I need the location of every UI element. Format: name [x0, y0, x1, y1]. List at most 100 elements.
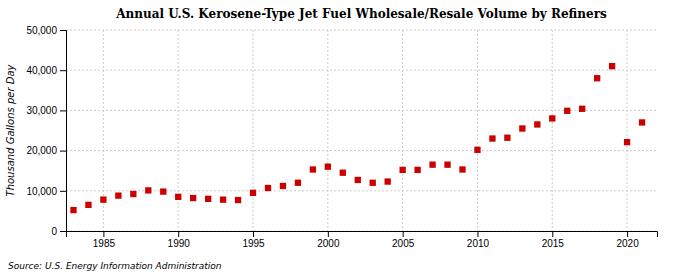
- tick-mark: [60, 231, 66, 232]
- tick-mark: [60, 70, 66, 71]
- point: [355, 177, 361, 183]
- y-axis: 0 10,000 20,000 30,000 40,000 50,000: [26, 25, 66, 237]
- annotation: Source: U.S. Energy Information Administ…: [8, 261, 222, 271]
- point: [190, 195, 196, 201]
- point: [429, 162, 435, 168]
- grid-line: [66, 150, 657, 151]
- grid-line: [327, 30, 328, 231]
- tick-label: 50,000: [26, 25, 57, 36]
- grid-line: [66, 190, 657, 191]
- tick-label: 20,000: [26, 145, 57, 156]
- tick: 30,000: [26, 105, 66, 116]
- point: [385, 178, 391, 184]
- point: [325, 164, 331, 170]
- tick: 1990: [168, 231, 191, 249]
- tick-label: 40,000: [26, 65, 57, 76]
- point: [160, 188, 166, 194]
- axis-line: [67, 232, 658, 238]
- point: [624, 139, 630, 145]
- point: [444, 162, 450, 168]
- points: [70, 63, 645, 213]
- point: [70, 207, 76, 213]
- point: [399, 167, 405, 173]
- tick: 2020: [616, 231, 639, 249]
- point: [639, 119, 645, 125]
- grid-line: [552, 30, 553, 231]
- grid-line: [253, 30, 254, 231]
- tick-mark: [60, 151, 66, 152]
- point: [130, 191, 136, 197]
- tick-mark: [477, 231, 478, 237]
- title: Annual U.S. Kerosene-Type Jet Fuel Whole…: [115, 7, 607, 21]
- tick-label: 10,000: [26, 186, 57, 197]
- grid-line: [66, 30, 657, 31]
- point: [489, 135, 495, 141]
- tick: 20,000: [26, 145, 66, 156]
- grid-line: [402, 30, 403, 231]
- tick-mark: [328, 231, 329, 237]
- tick-label: 1995: [242, 238, 265, 249]
- tick-label: 1985: [93, 238, 116, 249]
- point: [519, 125, 525, 131]
- point: [280, 183, 286, 189]
- tick-mark: [103, 231, 104, 237]
- tick: 1985: [93, 231, 116, 249]
- point: [534, 121, 540, 127]
- point: [594, 75, 600, 81]
- tick-label: 1990: [168, 238, 191, 249]
- tick-label: 2000: [317, 238, 340, 249]
- tick: 1995: [242, 231, 265, 249]
- plot-area: 1985 1990 1995 2000 2005 2010 2015 2020 0 10,000 2…: [26, 25, 657, 249]
- tick: 40,000: [26, 65, 66, 76]
- tick-label: 2010: [467, 238, 490, 249]
- point: [115, 192, 121, 198]
- tick-mark: [403, 231, 404, 237]
- point: [370, 180, 376, 186]
- point: [85, 202, 91, 208]
- grid-line: [178, 30, 179, 231]
- tick: 10,000: [26, 186, 66, 197]
- tick: 2015: [542, 231, 565, 249]
- point: [414, 167, 420, 173]
- x-axis: 1985 1990 1995 2000 2005 2010 2015 2020: [67, 231, 658, 249]
- point: [250, 190, 256, 196]
- chart: 1985 1990 1995 2000 2005 2010 2015 2020 0 10,000 2…: [0, 0, 675, 275]
- tick-label: 2015: [542, 238, 565, 249]
- tick-mark: [627, 231, 628, 237]
- tick: 2010: [467, 231, 490, 249]
- tick-mark: [178, 231, 179, 237]
- tick-label: 30,000: [26, 105, 57, 116]
- tick-label: 2005: [392, 238, 415, 249]
- point: [459, 166, 465, 172]
- axis-line: [60, 31, 67, 232]
- tick-mark: [552, 231, 553, 237]
- point: [564, 108, 570, 114]
- grid-line: [627, 30, 628, 231]
- point: [474, 147, 480, 153]
- point: [100, 196, 106, 202]
- tick-label: 0: [51, 226, 57, 237]
- tick-mark: [60, 30, 66, 31]
- tick-mark: [253, 231, 254, 237]
- tick-mark: [60, 191, 66, 192]
- tick: 50,000: [26, 25, 66, 36]
- point: [609, 63, 615, 69]
- point: [205, 196, 211, 202]
- y-axis-label: Thousand Gallons per Day: [5, 63, 16, 196]
- tick: 0: [51, 226, 66, 237]
- grid-line: [477, 30, 478, 231]
- grid: [66, 30, 657, 231]
- point: [145, 187, 151, 193]
- tick: 2005: [392, 231, 415, 249]
- point: [340, 170, 346, 176]
- point: [265, 185, 271, 191]
- point: [579, 106, 585, 112]
- point: [220, 196, 226, 202]
- point: [175, 194, 181, 200]
- point: [504, 135, 510, 141]
- tick: 2000: [317, 231, 340, 249]
- point: [310, 166, 316, 172]
- point: [295, 180, 301, 186]
- tick-label: 2020: [616, 238, 639, 249]
- point: [549, 115, 555, 121]
